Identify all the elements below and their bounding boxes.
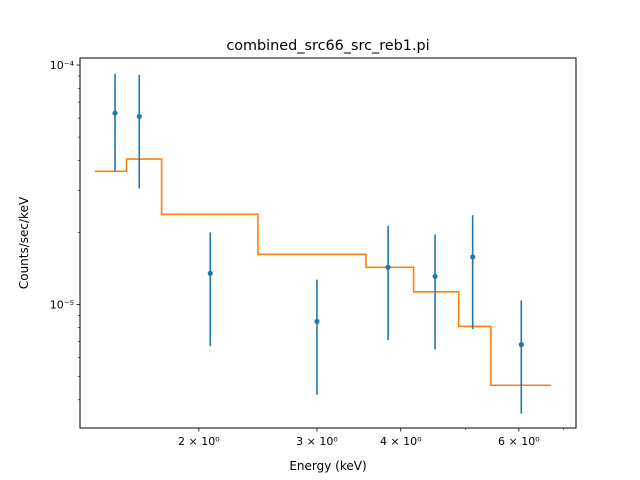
data-points-layer — [112, 73, 524, 414]
data-point-3 — [207, 232, 213, 347]
model-step-line — [94, 158, 552, 387]
data-marker — [470, 254, 476, 260]
y-axis-label: Counts/sec/keV — [17, 196, 31, 289]
data-marker — [432, 273, 438, 280]
chart-title: combined_src66_src_reb1.pi — [226, 38, 429, 54]
y-tick-label: 10⁻⁴ — [50, 59, 75, 72]
x-axis-ticks: 2 × 10⁰ 3 × 10⁰ 4 × 10⁰ 6 × 10⁰ — [178, 428, 565, 448]
x-tick-label: 3 × 10⁰ — [296, 435, 338, 448]
data-marker — [112, 110, 118, 116]
x-tick-label: 2 × 10⁰ — [178, 435, 220, 448]
y-tick-label: 10⁻⁵ — [50, 299, 74, 312]
y-axis-ticks: 10⁻⁴ 10⁻⁵ — [50, 59, 80, 401]
data-point-8 — [518, 300, 524, 414]
data-point-4 — [314, 279, 320, 395]
plot-area — [94, 73, 552, 414]
data-point-7 — [470, 215, 476, 330]
data-marker — [518, 342, 524, 348]
data-point-1 — [112, 73, 118, 172]
x-tick-label: 4 × 10⁰ — [380, 435, 422, 448]
x-axis-label: Energy (keV) — [289, 459, 366, 473]
data-marker — [136, 113, 142, 120]
axes-frame — [79, 57, 577, 429]
x-tick-label: 6 × 10⁰ — [498, 435, 540, 448]
data-point-6 — [432, 234, 438, 350]
data-marker — [314, 318, 320, 325]
data-point-2 — [136, 74, 142, 189]
data-point-5 — [385, 225, 391, 341]
data-marker — [207, 270, 213, 276]
data-marker — [385, 264, 391, 270]
model-step-layer — [94, 158, 552, 387]
